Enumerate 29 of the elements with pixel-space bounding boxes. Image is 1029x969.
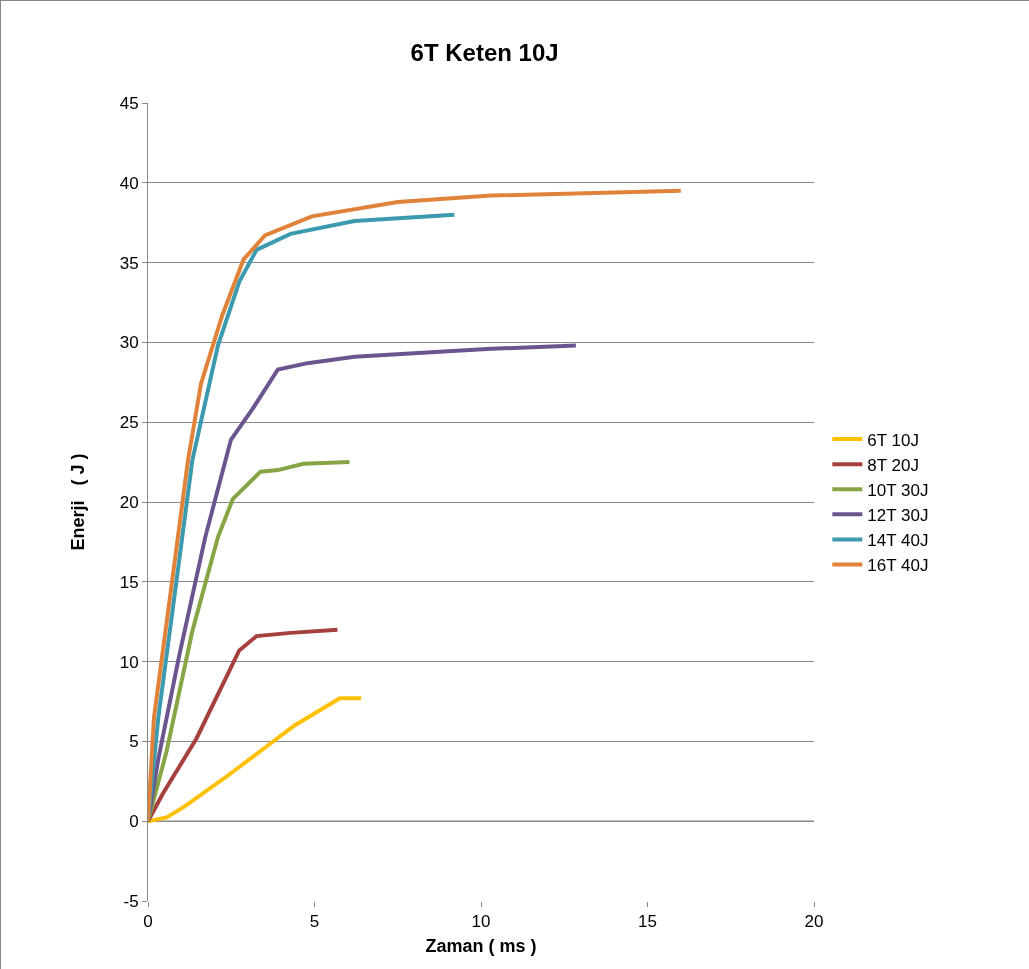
y-tick-label: 40	[119, 173, 139, 193]
legend-label: 10T 30J	[867, 480, 929, 500]
line-series	[148, 696, 364, 824]
y-tick-label: 5	[129, 732, 139, 752]
x-tick-label: 10	[471, 912, 491, 932]
x-tick-label: 15	[638, 912, 657, 932]
legend-label: 16T 40J	[867, 556, 929, 576]
y-tick-label: 15	[119, 572, 139, 592]
y-tick-label: 10	[119, 652, 139, 672]
chart-title: 6T Keten 10J	[410, 39, 559, 67]
legend-label: 14T 40J	[867, 531, 929, 551]
line-series	[148, 188, 683, 824]
legend-label: 8T 20J	[867, 455, 919, 475]
y-axis-title: Enerji ( J )	[67, 453, 88, 551]
x-tick-label: 0	[143, 912, 153, 932]
y-tick-label: 0	[129, 812, 139, 832]
y-tick-label: 30	[119, 333, 139, 353]
y-tick-label: 45	[119, 93, 139, 113]
y-tick-label: 35	[119, 253, 139, 273]
y-tick-label: 20	[119, 492, 139, 512]
line-series	[148, 627, 340, 824]
x-axis-title: Zaman ( ms )	[425, 935, 537, 956]
legend-label: 12T 30J	[867, 505, 929, 525]
y-tick-label: -5	[123, 891, 139, 911]
line-series	[148, 460, 352, 824]
x-tick-label: 20	[804, 912, 824, 932]
y-tick-label: 25	[119, 413, 139, 433]
legend-label: 6T 10J	[867, 430, 919, 450]
x-tick-label: 5	[309, 912, 320, 932]
